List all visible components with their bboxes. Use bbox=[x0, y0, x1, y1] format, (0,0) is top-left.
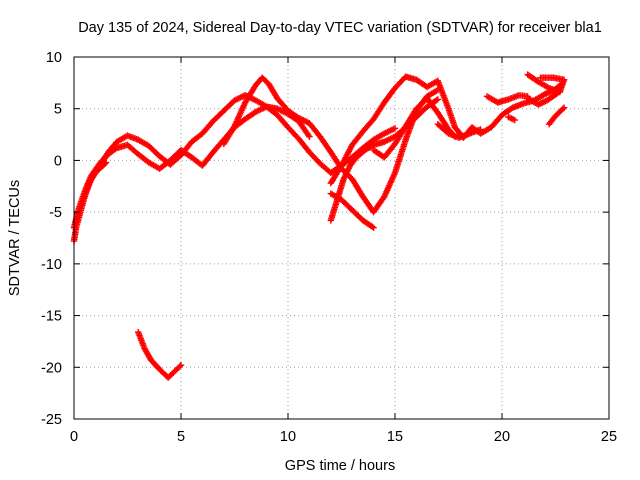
x-tick-label: 5 bbox=[177, 429, 185, 445]
data-point-marker bbox=[553, 90, 560, 98]
chart-title: Day 135 of 2024, Sidereal Day-to-day VTE… bbox=[78, 20, 602, 36]
data-point-marker bbox=[306, 133, 313, 140]
data-point-marker bbox=[511, 116, 519, 124]
y-tick-label: 5 bbox=[54, 102, 62, 118]
series-track-o bbox=[135, 328, 185, 381]
y-tick-label: -10 bbox=[41, 257, 62, 273]
data-point-marker bbox=[370, 224, 377, 231]
data-point-marker bbox=[102, 159, 110, 166]
x-tick-label: 0 bbox=[70, 429, 78, 445]
series-track-c bbox=[79, 159, 110, 205]
data-point-marker bbox=[177, 362, 185, 369]
data-point-marker bbox=[369, 223, 376, 230]
series-track-g bbox=[327, 190, 377, 231]
x-tick-label: 20 bbox=[494, 429, 510, 445]
y-axis-label: SDTVAR / TECUs bbox=[7, 180, 23, 296]
series-track-i bbox=[434, 121, 484, 141]
data-point-marker bbox=[176, 363, 183, 370]
data-point-marker bbox=[560, 104, 568, 111]
y-tick-label: -25 bbox=[41, 412, 62, 428]
series-track-m bbox=[524, 90, 561, 108]
plot-area-frame bbox=[73, 56, 610, 420]
axis-ticks: 0 5 10 15 20 25 10 5 0 -5 -10 -15 -20 -25 bbox=[41, 50, 617, 445]
y-tick-label: -5 bbox=[49, 205, 62, 221]
data-series bbox=[70, 71, 568, 381]
x-tick-label: 25 bbox=[601, 429, 617, 445]
x-axis-label: GPS time / hours bbox=[285, 458, 395, 474]
series-track-l bbox=[524, 71, 568, 96]
series-track-n bbox=[545, 104, 568, 128]
data-point-marker bbox=[537, 74, 544, 81]
series-track-k bbox=[505, 113, 519, 124]
data-point-marker bbox=[305, 132, 312, 139]
y-tick-label: 10 bbox=[46, 50, 62, 66]
x-tick-label: 10 bbox=[280, 429, 296, 445]
data-point-marker bbox=[477, 126, 484, 133]
data-point-marker bbox=[434, 96, 441, 103]
data-point-marker bbox=[101, 160, 109, 167]
data-point-marker bbox=[433, 97, 440, 104]
data-point-marker bbox=[554, 90, 561, 97]
data-point-marker bbox=[391, 125, 399, 132]
y-tick-label: 0 bbox=[54, 153, 62, 169]
x-tick-label: 15 bbox=[387, 429, 403, 445]
data-point-marker bbox=[559, 105, 567, 113]
y-tick-label: -20 bbox=[41, 360, 62, 376]
y-tick-label: -15 bbox=[41, 309, 62, 325]
data-point-marker bbox=[368, 142, 376, 149]
